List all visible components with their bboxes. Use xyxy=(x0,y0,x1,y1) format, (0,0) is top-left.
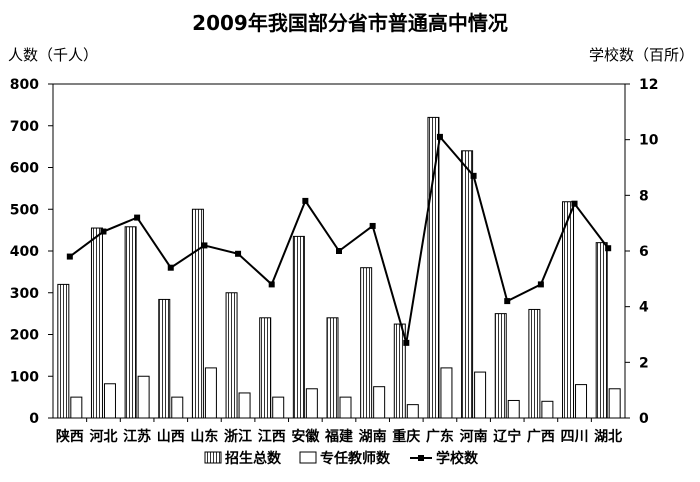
left-tick-label: 800 xyxy=(10,77,39,93)
left-tick-label: 700 xyxy=(10,119,39,135)
plot-area: 0 100 200 300 400 500 600 700 800 0 2 4 6 8 10 12 陕西 河北 江苏… xyxy=(10,77,659,445)
right-tick-label: 2 xyxy=(639,355,649,371)
line-point-schools xyxy=(336,248,342,254)
left-tick-label: 200 xyxy=(10,328,39,344)
category-label: 河北 xyxy=(89,428,117,445)
category-label: 辽宁 xyxy=(493,428,521,445)
line-point-schools xyxy=(403,339,410,346)
legend-swatch-enrollment xyxy=(204,451,222,464)
bar-teachers xyxy=(171,396,184,419)
category-label: 广东 xyxy=(426,428,454,445)
line-point-schools xyxy=(134,214,141,221)
line-point-schools xyxy=(167,264,174,271)
bar-enrollment xyxy=(427,116,440,419)
bar-enrollment xyxy=(158,298,171,419)
bar-enrollment xyxy=(528,308,541,419)
line-point-schools xyxy=(504,298,511,305)
bar-enrollment xyxy=(562,201,575,419)
chart-title: 2009年我国部分省市普通高中情况 xyxy=(192,11,508,35)
bar-enrollment xyxy=(292,235,305,419)
category-label: 重庆 xyxy=(392,428,420,445)
right-tick-label: 10 xyxy=(639,133,659,149)
legend-label-teachers: 专任教师数 xyxy=(320,450,391,467)
right-axis-title: 学校数（百所） xyxy=(589,46,694,64)
legend: 招生总数 专任教师数 学校数 xyxy=(204,450,479,467)
bar-teachers xyxy=(238,392,251,419)
category-label: 江苏 xyxy=(123,428,151,445)
bar-teachers xyxy=(70,396,83,419)
bar-teachers xyxy=(305,388,318,419)
line-point-schools xyxy=(100,228,107,235)
left-tick-label: 300 xyxy=(10,286,39,302)
bar-teachers xyxy=(137,375,150,419)
bar-teachers xyxy=(608,388,621,419)
category-label: 江西 xyxy=(258,428,286,445)
category-label: 陕西 xyxy=(56,428,84,445)
bar-enrollment xyxy=(259,317,272,419)
bar-teachers xyxy=(204,367,217,419)
bar-teachers xyxy=(507,399,520,419)
right-tick-label: 6 xyxy=(639,244,649,260)
bar-enrollment xyxy=(57,283,70,419)
bar-teachers xyxy=(474,371,487,419)
right-tick-label: 8 xyxy=(639,188,649,204)
bar-teachers xyxy=(373,386,386,419)
category-label: 安徽 xyxy=(291,428,320,445)
bar-enrollment xyxy=(595,242,608,419)
line-point-schools xyxy=(302,197,309,204)
left-tick-label: 600 xyxy=(10,161,39,177)
category-label: 湖南 xyxy=(359,428,387,445)
line-point-schools xyxy=(436,133,443,140)
line-point-schools xyxy=(369,222,376,229)
category-label: 河南 xyxy=(460,428,488,445)
right-tick-label: 0 xyxy=(639,411,649,427)
line-point-schools xyxy=(470,172,477,179)
line-point-schools xyxy=(66,253,73,260)
left-tick-label: 100 xyxy=(10,369,39,385)
bar-enrollment xyxy=(494,313,507,419)
category-label: 山西 xyxy=(157,429,185,445)
category-label: 广西 xyxy=(527,428,555,445)
legend-marker-schools xyxy=(418,455,424,461)
bar-enrollment xyxy=(461,150,474,419)
legend-label-schools: 学校数 xyxy=(436,450,479,467)
bar-enrollment xyxy=(360,267,373,419)
line-point-schools xyxy=(571,200,578,207)
category-label: 山东 xyxy=(190,428,218,445)
bar-enrollment xyxy=(393,323,406,419)
category-label: 浙江 xyxy=(224,428,252,445)
right-tick-label: 4 xyxy=(639,300,649,316)
bar-teachers xyxy=(339,396,352,419)
bar-enrollment xyxy=(191,208,204,419)
bar-teachers xyxy=(272,396,285,419)
line-point-schools xyxy=(235,250,242,257)
line-point-schools xyxy=(268,281,275,288)
legend-swatch-teachers xyxy=(299,451,317,464)
left-axis-title: 人数（千人） xyxy=(8,46,98,64)
line-point-schools xyxy=(201,242,208,249)
bar-enrollment xyxy=(326,317,339,419)
category-label: 湖北 xyxy=(594,429,622,445)
bar-teachers xyxy=(440,367,453,419)
category-label: 福建 xyxy=(324,428,353,445)
legend-label-enrollment: 招生总数 xyxy=(225,450,282,467)
line-point-schools xyxy=(605,245,612,252)
line-schools xyxy=(69,134,609,344)
bar-teachers xyxy=(575,384,588,419)
left-tick-label: 500 xyxy=(10,202,39,218)
bar-enrollment xyxy=(90,227,103,419)
line-point-schools xyxy=(537,281,544,288)
bar-enrollment xyxy=(124,226,137,419)
category-label: 四川 xyxy=(561,429,589,445)
bar-teachers xyxy=(406,404,419,419)
bar-teachers xyxy=(541,400,554,419)
bar-teachers xyxy=(103,383,116,419)
bar-enrollment xyxy=(225,292,238,419)
right-tick-label: 12 xyxy=(639,77,658,93)
left-tick-label: 0 xyxy=(29,411,39,427)
left-tick-label: 400 xyxy=(10,244,39,260)
